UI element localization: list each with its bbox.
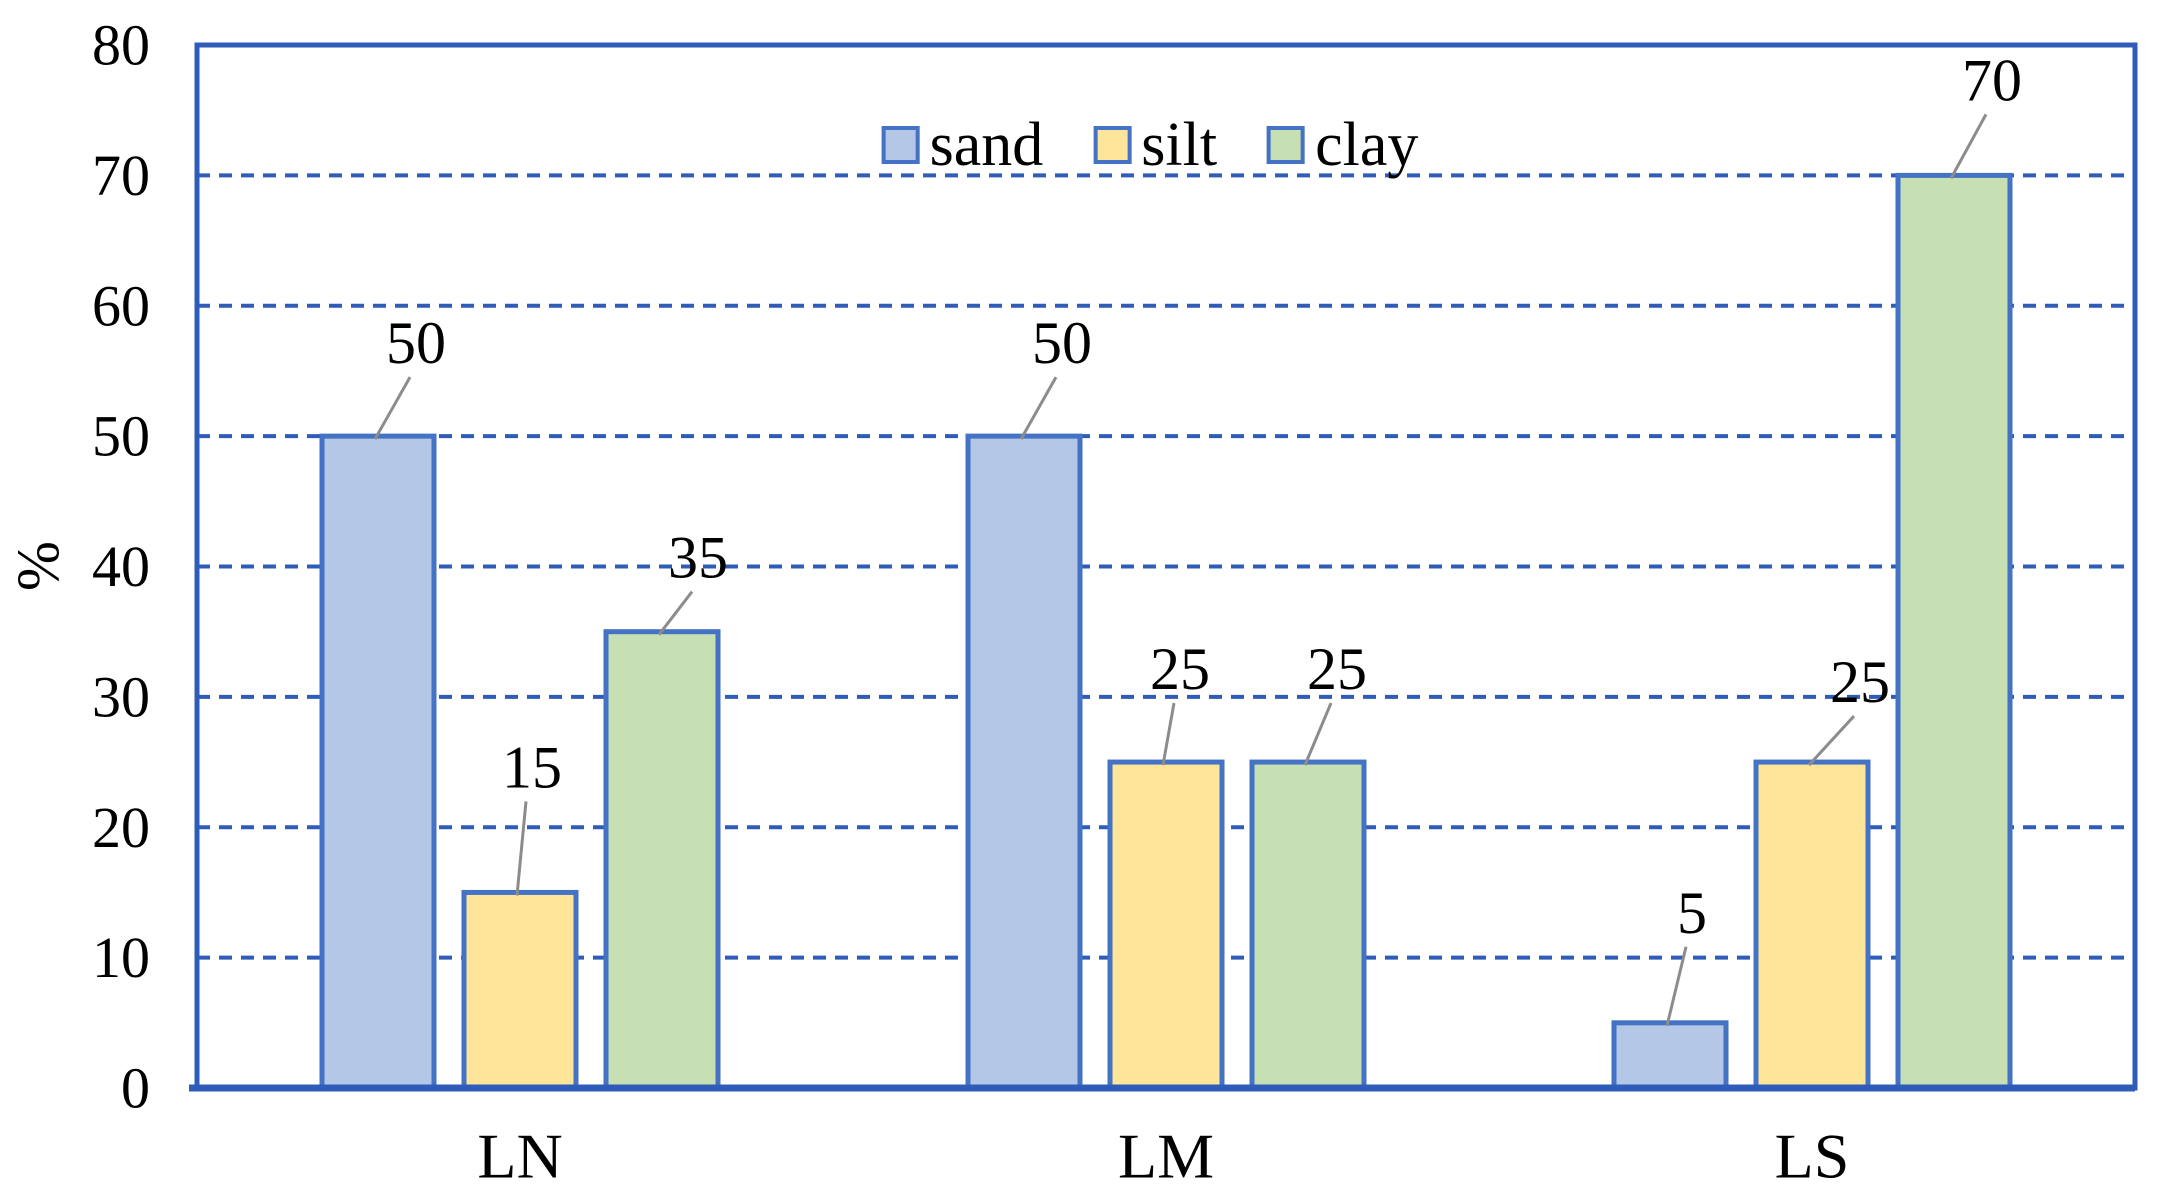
data-label-clay-LS: 70: [1962, 47, 2022, 113]
legend-label-silt: silt: [1141, 111, 1218, 179]
x-category-label-LN: LN: [477, 1121, 562, 1192]
data-label-leader-clay-LM: [1303, 702, 1333, 766]
legend-label-clay: clay: [1315, 111, 1419, 179]
x-category-label-LM: LM: [1118, 1121, 1214, 1192]
legend-swatch-clay: [1267, 126, 1306, 164]
data-label-silt-LN: 15: [502, 734, 562, 800]
data-label-leader-silt-LM: [1161, 702, 1176, 766]
bar-clay-LM: [1249, 759, 1367, 1091]
data-label-clay-LN: 35: [668, 525, 728, 591]
data-label-silt-LM: 25: [1150, 636, 1210, 702]
y-tick-label-40: 40: [92, 534, 150, 599]
data-label-sand-LS: 5: [1677, 880, 1707, 946]
bar-clay-LN: [603, 629, 721, 1091]
data-label-silt-LS: 25: [1830, 649, 1890, 715]
bar-sand-LM: [965, 433, 1083, 1091]
legend-item-silt: silt: [1093, 114, 1217, 176]
y-tick-label-80: 80: [92, 13, 150, 78]
x-category-label-LS: LS: [1775, 1121, 1850, 1192]
bar-sand-LN: [319, 433, 437, 1091]
y-tick-label-70: 70: [92, 143, 150, 208]
y-tick-label-10: 10: [92, 925, 150, 990]
data-label-leader-sand-LS: [1665, 946, 1688, 1027]
data-label-sand-LN: 50: [386, 310, 446, 376]
bar-silt-LS: [1753, 759, 1871, 1091]
y-tick-label-50: 50: [92, 404, 150, 469]
legend-swatch-sand: [881, 126, 920, 164]
data-label-clay-LM: 25: [1307, 636, 1367, 702]
bar-silt-LN: [461, 889, 579, 1091]
bar-silt-LM: [1107, 759, 1225, 1091]
bar-clay-LS: [1895, 172, 2013, 1091]
data-label-leader-clay-LN: [657, 590, 694, 636]
data-label-leader-silt-LN: [515, 801, 528, 896]
data-label-leader-clay-LS: [1949, 113, 1988, 180]
data-label-sand-LM: 50: [1032, 310, 1092, 376]
legend-item-clay: clay: [1267, 114, 1418, 176]
y-tick-label-20: 20: [92, 795, 150, 860]
legend-label-sand: sand: [929, 111, 1044, 179]
y-tick-label-60: 60: [92, 273, 150, 338]
chart-legend: sand silt clay: [881, 111, 1418, 179]
y-tick-label-0: 0: [121, 1056, 150, 1121]
data-label-leader-sand-LN: [373, 376, 412, 440]
y-tick-label-30: 30: [92, 664, 150, 729]
legend-swatch-silt: [1093, 126, 1132, 164]
data-label-leader-silt-LS: [1807, 715, 1856, 767]
data-label-leader-sand-LM: [1019, 376, 1058, 440]
bar-sand-LS: [1611, 1020, 1729, 1091]
y-axis-title: %: [5, 541, 71, 591]
legend-item-sand: sand: [881, 111, 1044, 179]
